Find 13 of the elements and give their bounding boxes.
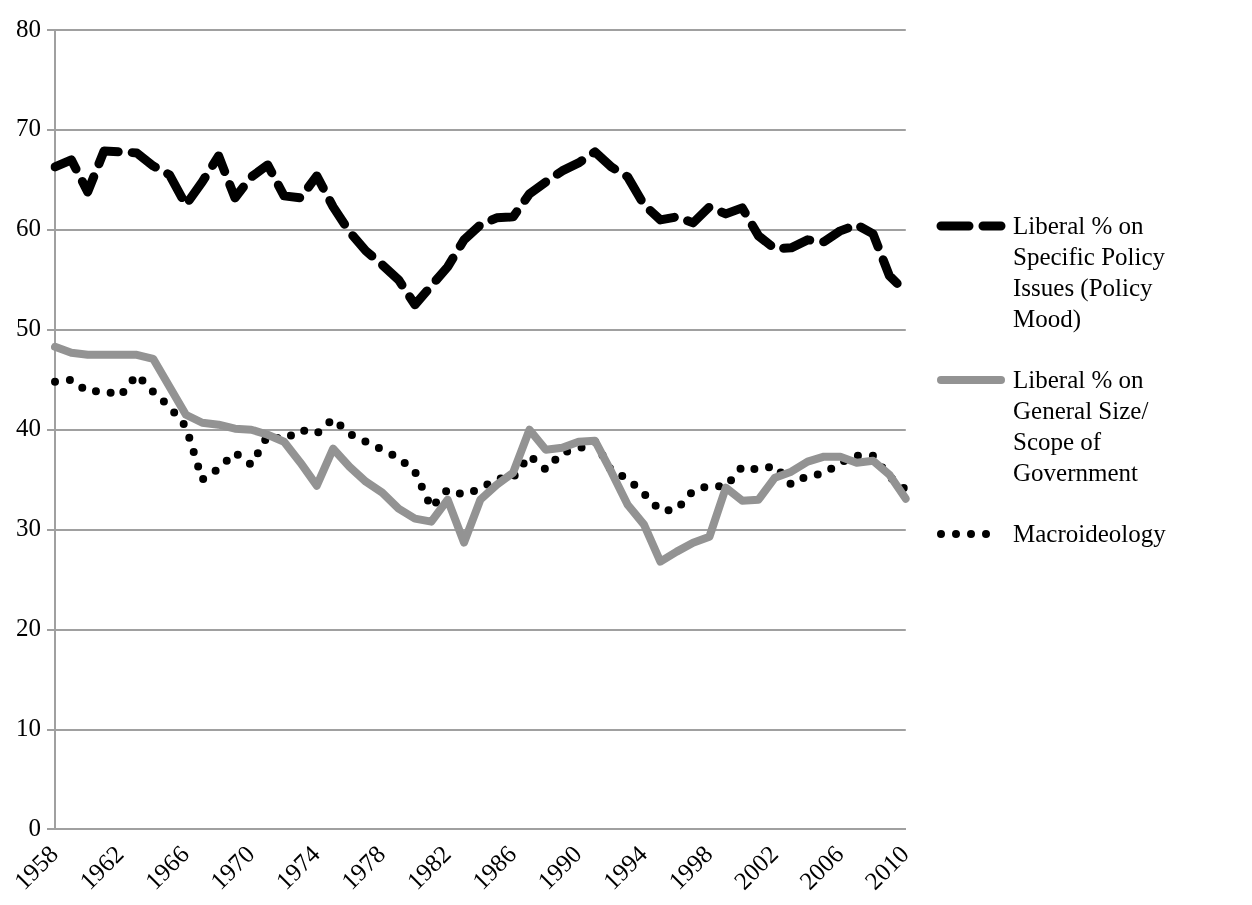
y-tick-label: 20 [16,614,41,642]
y-tick-label: 60 [16,214,41,242]
x-tick-label: 1970 [205,840,260,895]
y-tick-label: 0 [28,813,41,841]
y-tick-label: 50 [16,314,41,342]
legend-label: Macroideology [1013,519,1166,549]
y-tick-label: 80 [16,14,41,42]
y-tick-label: 10 [16,714,41,742]
y-tick-label: 70 [16,114,41,142]
y-tick-label: 30 [16,514,41,542]
legend-label: Liberal % on Specific Policy Issues (Policy Mood) [1013,211,1167,334]
y-tick-label: 40 [16,414,41,442]
legend-label: Liberal % on General Size/ Scope of Government [1013,365,1150,488]
